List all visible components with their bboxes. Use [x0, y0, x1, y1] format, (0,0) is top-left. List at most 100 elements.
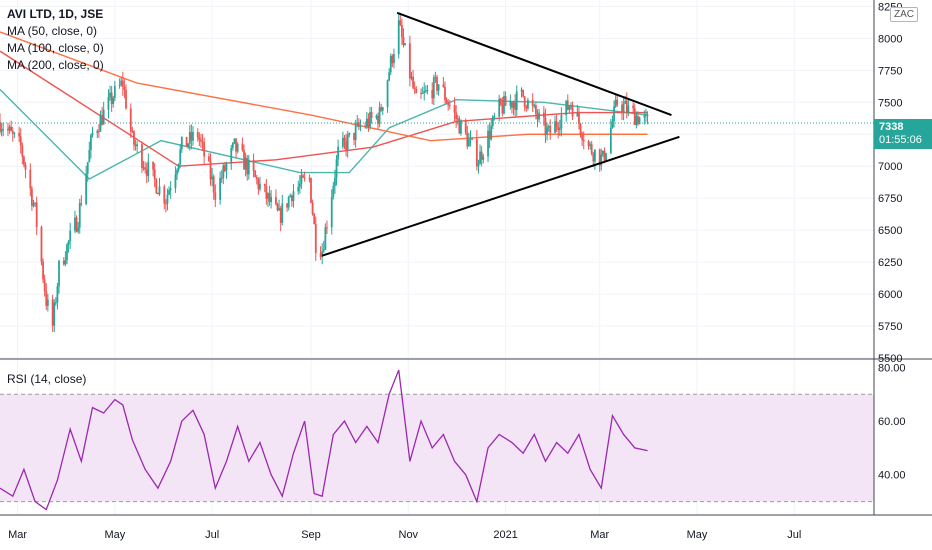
candle-body [46, 299, 49, 306]
candle-body [477, 164, 480, 167]
candle-body [544, 117, 547, 135]
candle-body [593, 149, 596, 162]
candle-body [168, 190, 170, 195]
rsi-level-lines [0, 393, 874, 503]
candle-body [58, 260, 60, 287]
candle-body [141, 144, 143, 169]
legend-ma100[interactable]: MA (100, close, 0) [7, 41, 104, 55]
candle-body [131, 131, 134, 133]
candle-body [378, 107, 381, 124]
candle-body [590, 144, 593, 154]
candle-body [487, 130, 489, 157]
candle-body [67, 241, 70, 245]
candle-body [233, 138, 236, 144]
candle-body [613, 106, 615, 122]
candle-body [531, 99, 534, 106]
candle-body [635, 115, 638, 126]
candle-body [180, 136, 183, 150]
candle-body [332, 185, 335, 197]
rsi-tick-label: 40.00 [878, 470, 906, 482]
candle-body [538, 112, 540, 120]
candle-body [311, 202, 314, 214]
candle-body [512, 102, 515, 108]
currency-badge[interactable]: ZAC [890, 7, 918, 22]
candle-body [334, 177, 336, 186]
candle-body [230, 147, 233, 164]
candle-body [246, 157, 249, 175]
candle-body [166, 194, 169, 204]
candle-body [509, 101, 512, 106]
candle-body [257, 179, 260, 190]
candle-body [520, 89, 523, 92]
candle-body [421, 92, 424, 94]
time-tick-label: 2021 [493, 529, 517, 541]
candle-body [434, 76, 437, 78]
candle-body [498, 98, 501, 117]
candle-body [64, 260, 67, 265]
candle-body [546, 127, 548, 135]
price-tick-label: 6250 [878, 257, 902, 269]
candle-body [466, 132, 469, 147]
candle-body [646, 114, 649, 117]
legend: AVI LTD, 1D, JSE MA (50, close, 0) MA (1… [7, 6, 104, 74]
candle-body [447, 102, 450, 105]
candle-body [632, 105, 635, 109]
candle-body [557, 126, 560, 131]
candle-body [289, 195, 292, 197]
candle-body [278, 208, 281, 211]
rsi-legend[interactable]: RSI (14, close) [7, 372, 87, 386]
candle-body [335, 159, 338, 178]
candle-body [469, 138, 472, 140]
candle-body [337, 146, 340, 160]
candle-body [453, 105, 456, 113]
candle-body [241, 143, 244, 151]
candle-body [34, 202, 36, 204]
time-tick-label: Jul [787, 529, 801, 541]
candle-body [412, 76, 414, 88]
candle-body [35, 202, 38, 227]
candle-body [598, 149, 601, 166]
candle-body [408, 43, 411, 79]
candle-body [571, 104, 574, 117]
candle-body [8, 126, 11, 131]
candle-body [298, 183, 301, 187]
candle-body [410, 76, 413, 79]
candle-body [290, 195, 293, 202]
candle-body [527, 99, 529, 109]
candle-body [85, 173, 88, 205]
candle-body [330, 196, 333, 228]
legend-ma50[interactable]: MA (50, close, 0) [7, 24, 98, 38]
candle-body [442, 84, 445, 87]
candle-body [354, 125, 357, 140]
candle-body [637, 115, 639, 125]
candle-body [455, 112, 458, 120]
candle-body [211, 176, 214, 180]
candle-body [601, 150, 604, 155]
candle-body [369, 112, 371, 127]
candle-body [222, 165, 225, 179]
candle-body [303, 177, 306, 179]
candle-body [589, 144, 592, 146]
candle-body [566, 100, 569, 110]
candle-body [24, 164, 27, 170]
legend-symbol[interactable]: AVI LTD, 1D, JSE [7, 7, 104, 21]
candle-body [501, 104, 504, 114]
candle-body [54, 302, 57, 304]
candles [0, 13, 649, 333]
candle-body [110, 92, 113, 104]
candle-body [270, 197, 273, 202]
candle-body [560, 115, 563, 129]
candle-body [345, 141, 347, 151]
candle-body [359, 126, 362, 128]
candle-body [603, 150, 606, 161]
candle-body [208, 156, 210, 162]
legend-ma200[interactable]: MA (200, close, 0) [7, 58, 104, 72]
candle-body [493, 116, 496, 118]
candle-body [321, 251, 324, 258]
candle-body [97, 131, 100, 133]
candle-body [424, 90, 427, 92]
candle-body [456, 118, 459, 120]
candle-body [614, 99, 617, 107]
time-tick-label: May [104, 529, 125, 541]
